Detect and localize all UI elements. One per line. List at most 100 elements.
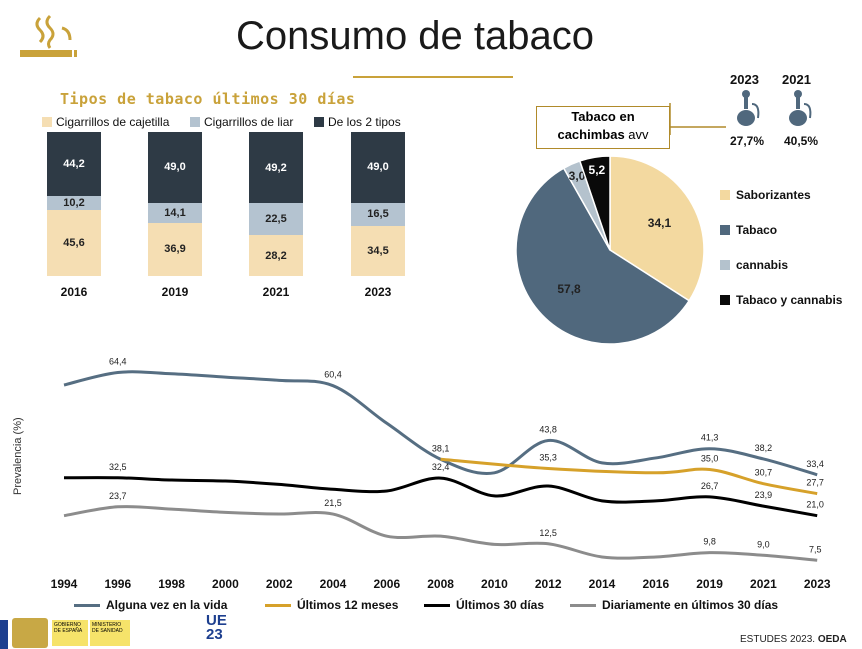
source-footer: ESTUDES 2023. OEDA <box>740 634 847 645</box>
bar-segment-dos-tipos: 49,0 <box>351 132 405 203</box>
legend-label: Cigarrillos de cajetilla <box>56 115 170 129</box>
legend-swatch <box>42 117 52 127</box>
pie-title-box: Tabaco en cachimbas avv <box>536 106 670 149</box>
legend-swatch <box>190 117 200 127</box>
pie-slice-label: 5,2 <box>589 163 606 177</box>
legend-label: Diariamente en últimos 30 días <box>602 598 779 612</box>
x-tick-label: 1998 <box>158 577 185 591</box>
hookah-value-2023: 27,7% <box>730 134 765 148</box>
legend-swatch <box>720 225 730 235</box>
line-data-label: 27,7 <box>806 478 824 488</box>
x-tick-label: 2010 <box>481 577 508 591</box>
x-tick-label: 2012 <box>535 577 562 591</box>
line-data-label: 23,7 <box>109 491 127 501</box>
bar-category-label: 2021 <box>262 285 290 299</box>
line-data-label: 33,4 <box>806 459 824 469</box>
legend-line <box>74 603 100 607</box>
x-tick-label: 2016 <box>642 577 669 591</box>
pie-slice <box>515 167 691 345</box>
source-text: ESTUDES 2023. <box>740 634 816 645</box>
legend-label: Cigarrillos de liar <box>204 115 294 129</box>
eu-flag-strip <box>0 620 8 649</box>
hookah-year-2023: 2023 <box>730 72 759 87</box>
line-legend-item-diario: Diariamente en últimos 30 días <box>570 598 778 612</box>
pie-legend-item: Tabaco <box>720 223 842 237</box>
legend-swatch <box>720 295 730 305</box>
line-data-label: 9,0 <box>757 539 770 549</box>
ue23-logo: UE 23 <box>206 612 227 643</box>
legend-label: De los 2 tipos <box>328 115 401 129</box>
x-tick-label: 1994 <box>51 577 78 591</box>
bar-segment-dos-tipos: 49,0 <box>148 132 202 203</box>
bar-segment-cajetilla: 36,9 <box>148 222 202 276</box>
source-org: OEDA <box>817 634 847 645</box>
hookah-icon <box>737 90 760 126</box>
line-series-12-meses <box>440 457 818 496</box>
legend-label: Tabaco <box>736 223 778 237</box>
legend-swatch <box>720 190 730 200</box>
line-chart: 64,4 60,4 38,1 43,8 41,3 38,2 33,4 35,3 35,0 30,7… <box>51 356 831 591</box>
legend-label: Tabaco y cannabis <box>736 293 843 307</box>
x-tick-label: 2002 <box>266 577 293 591</box>
pie-chart: 34,1 57,8 3,0 5,2 <box>515 155 705 345</box>
pie-title-main: cachimbas <box>557 127 625 142</box>
ministerio-logo: MINISTERIO DE SANIDAD <box>90 620 130 646</box>
bar-category-label: 2019 <box>161 285 189 299</box>
line-data-label: 9,8 <box>703 537 716 547</box>
line-data-label: 26,7 <box>701 481 719 491</box>
x-tick-label: 2014 <box>589 577 616 591</box>
line-data-label: 38,2 <box>755 443 773 453</box>
legend-label: Últimos 30 días <box>456 598 545 612</box>
legend-line <box>570 603 596 607</box>
bar-segment-dos-tipos: 44,2 <box>47 132 101 196</box>
line-legend-item-12-meses: Últimos 12 meses <box>265 598 398 612</box>
pie-legend-item: cannabis <box>720 258 842 272</box>
hookah-year-2021: 2021 <box>782 72 811 87</box>
line-data-label: 32,5 <box>109 462 127 472</box>
pie-legend-item: Tabaco y cannabis <box>720 293 842 307</box>
x-tick-label: 2023 <box>804 577 831 591</box>
line-data-label: 43,8 <box>539 424 557 434</box>
line-series-alguna <box>63 370 818 477</box>
pie-slice-label: 34,1 <box>648 216 672 230</box>
pie-title-line2: cachimbas avv <box>537 126 669 144</box>
hookah-value-2021: 40,5% <box>784 134 819 148</box>
pie-slice-label: 3,0 <box>569 169 586 183</box>
legend-item-liar: Cigarrillos de liar <box>190 115 293 129</box>
legend-label: cannabis <box>736 258 789 272</box>
line-data-label: 38,1 <box>432 443 450 453</box>
pie-slice-label: 57,8 <box>557 282 581 296</box>
line-data-label: 32,4 <box>432 462 450 472</box>
pie-legend: Saborizantes Tabaco cannabis Tabaco y ca… <box>720 188 842 307</box>
line-data-label: 7,5 <box>809 544 822 554</box>
x-tick-label: 2004 <box>320 577 347 591</box>
bar-segment-cajetilla: 28,2 <box>249 235 303 276</box>
pie-legend-item: Saborizantes <box>720 188 842 202</box>
hookah-icon <box>789 90 812 126</box>
x-tick-label: 2019 <box>696 577 723 591</box>
legend-item-cajetilla: Cigarrillos de cajetilla <box>42 115 169 129</box>
bar-chart-title: Tipos de tabaco últimos 30 días <box>60 90 356 108</box>
line-data-label: 41,3 <box>701 433 719 443</box>
title-underline <box>353 76 513 78</box>
cigarette-icon <box>20 14 77 57</box>
pie-slice <box>578 155 611 251</box>
legend-swatch <box>720 260 730 270</box>
x-tick-label: 1996 <box>104 577 131 591</box>
x-tick-label: 2008 <box>427 577 454 591</box>
legend-line <box>265 603 291 607</box>
line-data-label: 64,4 <box>109 356 127 366</box>
legend-label: Alguna vez en la vida <box>106 598 228 612</box>
pie-callout-connector <box>669 103 726 135</box>
pie-title-suffix: avv <box>628 127 649 142</box>
line-legend-item-alguna: Alguna vez en la vida <box>74 598 227 612</box>
legend-label: Saborizantes <box>736 188 811 202</box>
bar-segment-dos-tipos: 49,2 <box>249 132 303 203</box>
bar-category-label: 2016 <box>60 285 88 299</box>
x-tick-label: 2000 <box>212 577 239 591</box>
bar-segment-liar: 16,5 <box>351 202 405 227</box>
gobierno-logo: GOBIERNO DE ESPAÑA <box>52 620 88 646</box>
page-title: Consumo de tabaco <box>236 14 595 58</box>
line-data-label: 12,5 <box>539 528 557 538</box>
legend-swatch <box>314 117 324 127</box>
